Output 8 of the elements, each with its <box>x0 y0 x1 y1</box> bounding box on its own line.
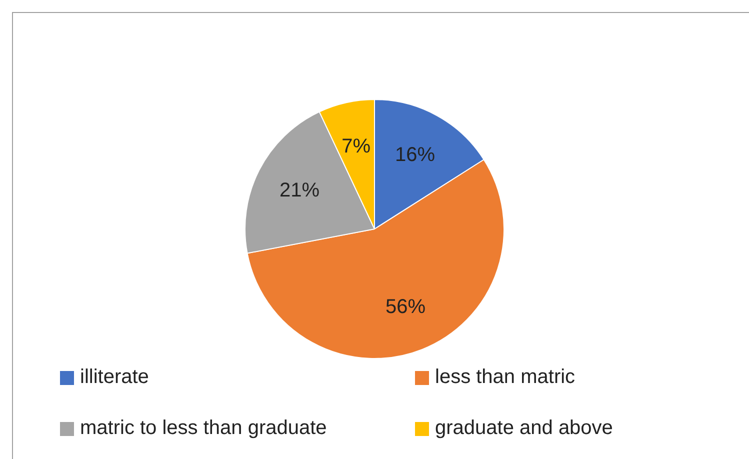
data-label: 16% <box>395 144 436 166</box>
legend-label: graduate and above <box>435 417 613 440</box>
legend-label: illiterate <box>80 366 149 389</box>
legend-label: matric to less than graduate <box>80 417 327 440</box>
data-label: 7% <box>342 135 371 158</box>
legend-label: less than matric <box>435 366 576 389</box>
data-label: 56% <box>385 296 426 318</box>
data-label: 21% <box>279 179 320 202</box>
